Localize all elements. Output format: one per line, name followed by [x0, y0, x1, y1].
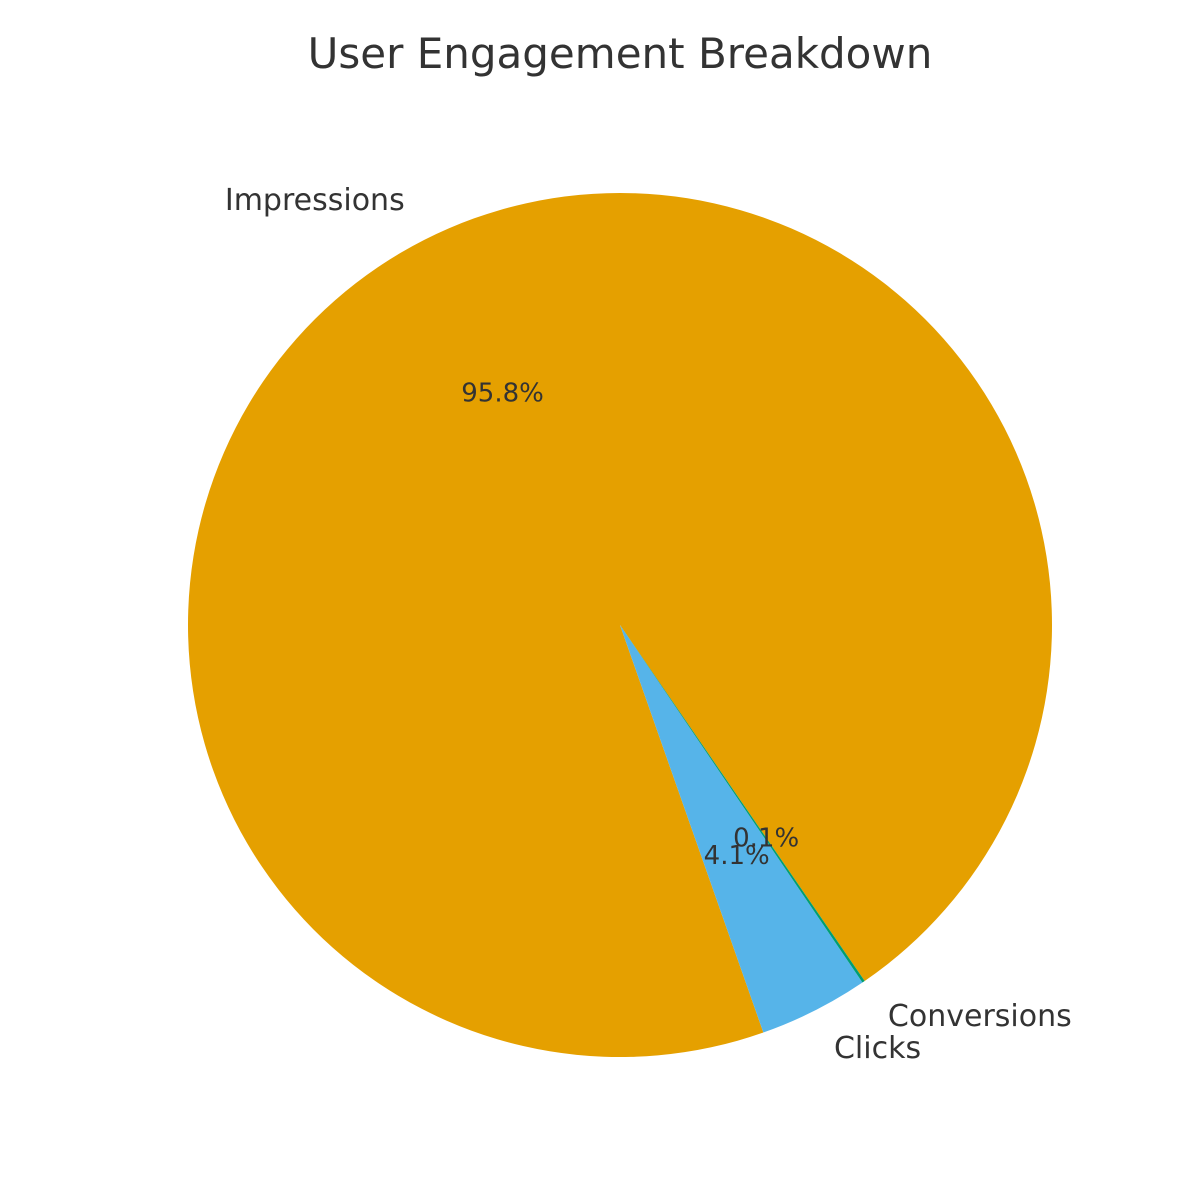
- slice-value-impressions: 95.8%: [461, 378, 544, 408]
- chart-title: User Engagement Breakdown: [308, 29, 933, 78]
- pie-slice-clicks: [620, 625, 863, 1033]
- pie-slices: [187, 193, 1053, 1057]
- slice-label-conversions: Conversions: [888, 999, 1072, 1034]
- slice-value-conversions: 0.1%: [733, 824, 799, 854]
- pie-slice-impressions: [187, 193, 1053, 1057]
- slice-label-impressions: Impressions: [225, 183, 405, 218]
- slice-label-clicks: Clicks: [834, 1031, 921, 1066]
- pie-slice-conversions: [620, 625, 865, 983]
- slice-value-clicks: 4.1%: [704, 841, 770, 871]
- pie-labels: Impressions 95.8% Clicks 4.1% Conversions 0.1…: [225, 183, 1072, 1066]
